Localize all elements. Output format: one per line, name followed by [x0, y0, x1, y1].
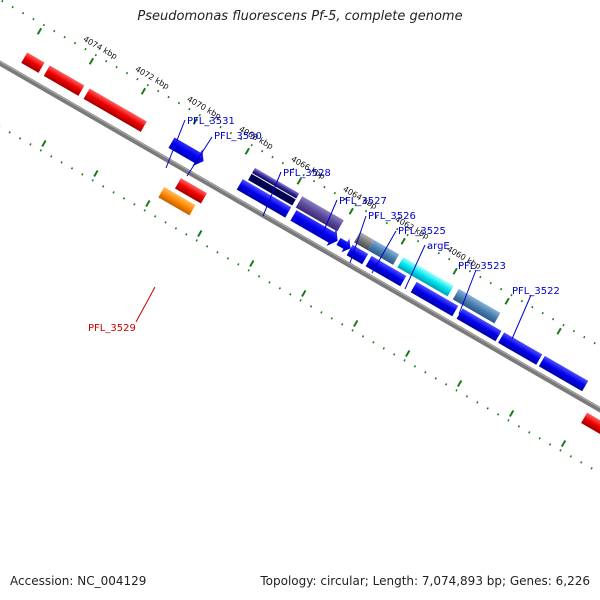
- gene-label-pfl3529[interactable]: PFL_3529: [88, 323, 136, 334]
- gene-label-pfl3523[interactable]: PFL_3523: [458, 261, 506, 272]
- leader-pfl3528: [262, 171, 282, 217]
- genome-title: Pseudomonas fluorescens Pf-5, complete g…: [137, 9, 463, 24]
- genome-backbone: [0, 40, 600, 465]
- tick-label: 4072 kbp: [134, 64, 171, 91]
- backbone-highlight: [0, 40, 600, 462]
- accession-text: Accession: NC_004129: [10, 574, 147, 588]
- major-ticks-inner: [41, 139, 567, 448]
- gene-label-pfl3531[interactable]: PFL_3531: [187, 116, 235, 127]
- inner-tick-track: [0, 89, 600, 511]
- gene-arrow[interactable]: [174, 178, 207, 204]
- gene-label-pfl3522[interactable]: PFL_3522: [512, 286, 560, 297]
- upper-strand-genes: [21, 52, 501, 324]
- gene-arrow[interactable]: [288, 207, 342, 250]
- gene-label-pfl3525[interactable]: PFL_3525: [398, 226, 446, 237]
- leader-arge: [404, 244, 426, 290]
- gene-arrow[interactable]: [21, 52, 45, 73]
- gene-leader-lines: [165, 119, 532, 340]
- gene-arrow[interactable]: [83, 88, 147, 132]
- leader-pfl3523: [458, 269, 477, 315]
- gene-arrow-arge[interactable]: [397, 256, 454, 297]
- gene-arrow[interactable]: [43, 65, 85, 96]
- gene-arrow[interactable]: [498, 332, 543, 365]
- gene-arrow[interactable]: [581, 412, 600, 451]
- gene-arrow[interactable]: [456, 308, 502, 342]
- lower-strand-genes: [158, 178, 600, 451]
- outer-tick-track: [0, 0, 600, 416]
- gene-label-pfl3526[interactable]: PFL_3526: [368, 211, 416, 222]
- gene-arrow-pfl3528[interactable]: [252, 167, 300, 199]
- leader-pfl3529: [135, 286, 156, 323]
- tick-label: 4074 kbp: [82, 34, 119, 61]
- gene-arrow[interactable]: [346, 244, 369, 265]
- leader-pfl3525: [371, 230, 397, 274]
- leader-pfl3530: [186, 136, 213, 177]
- gene-arrow-pfl3527[interactable]: [295, 196, 344, 232]
- gene-label-arge[interactable]: argE: [427, 241, 450, 252]
- leader-pfl3526: [349, 215, 367, 264]
- leader-pfl3527: [321, 199, 338, 236]
- gene-arrow-pfl3529[interactable]: [158, 187, 196, 216]
- gene-arrow[interactable]: [236, 179, 292, 218]
- leader-pfl3522: [511, 294, 532, 340]
- gene-arrow[interactable]: [410, 281, 459, 317]
- gene-arrow[interactable]: [365, 255, 407, 287]
- gene-arrow-pfl3523[interactable]: [452, 288, 501, 324]
- gene-arrow-dark[interactable]: [248, 173, 296, 206]
- gene-label-pfl3527[interactable]: PFL_3527: [339, 196, 387, 207]
- genome-summary-text: Topology: circular; Length: 7,074,893 bp…: [260, 574, 590, 588]
- gene-label-pfl3528[interactable]: PFL_3528: [283, 168, 331, 179]
- major-ticks-outer: [36, 27, 562, 335]
- inner-strand-genes: [236, 179, 589, 392]
- gene-arrow-pfl3531[interactable]: [166, 134, 208, 170]
- gene-label-pfl3530[interactable]: PFL_3530: [214, 131, 262, 142]
- leader-pfl3531: [165, 119, 186, 169]
- gene-arrow[interactable]: [538, 355, 589, 392]
- gene-arrow[interactable]: [334, 234, 354, 255]
